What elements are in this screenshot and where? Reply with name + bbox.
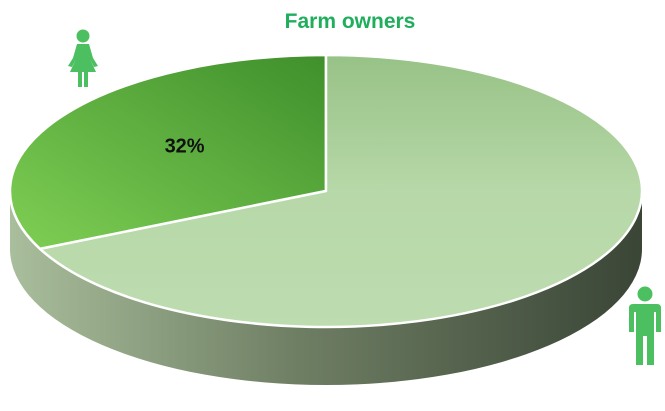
chart-title: Farm owners	[284, 10, 416, 33]
pie-side-surface	[10, 191, 642, 385]
pie-top	[8, 53, 644, 329]
pie-side-wall	[10, 191, 642, 385]
pie-slice-label: 32%	[165, 135, 205, 157]
pie-rim	[9, 54, 643, 328]
female-person-icon	[68, 29, 98, 87]
male-person-icon	[629, 286, 661, 365]
